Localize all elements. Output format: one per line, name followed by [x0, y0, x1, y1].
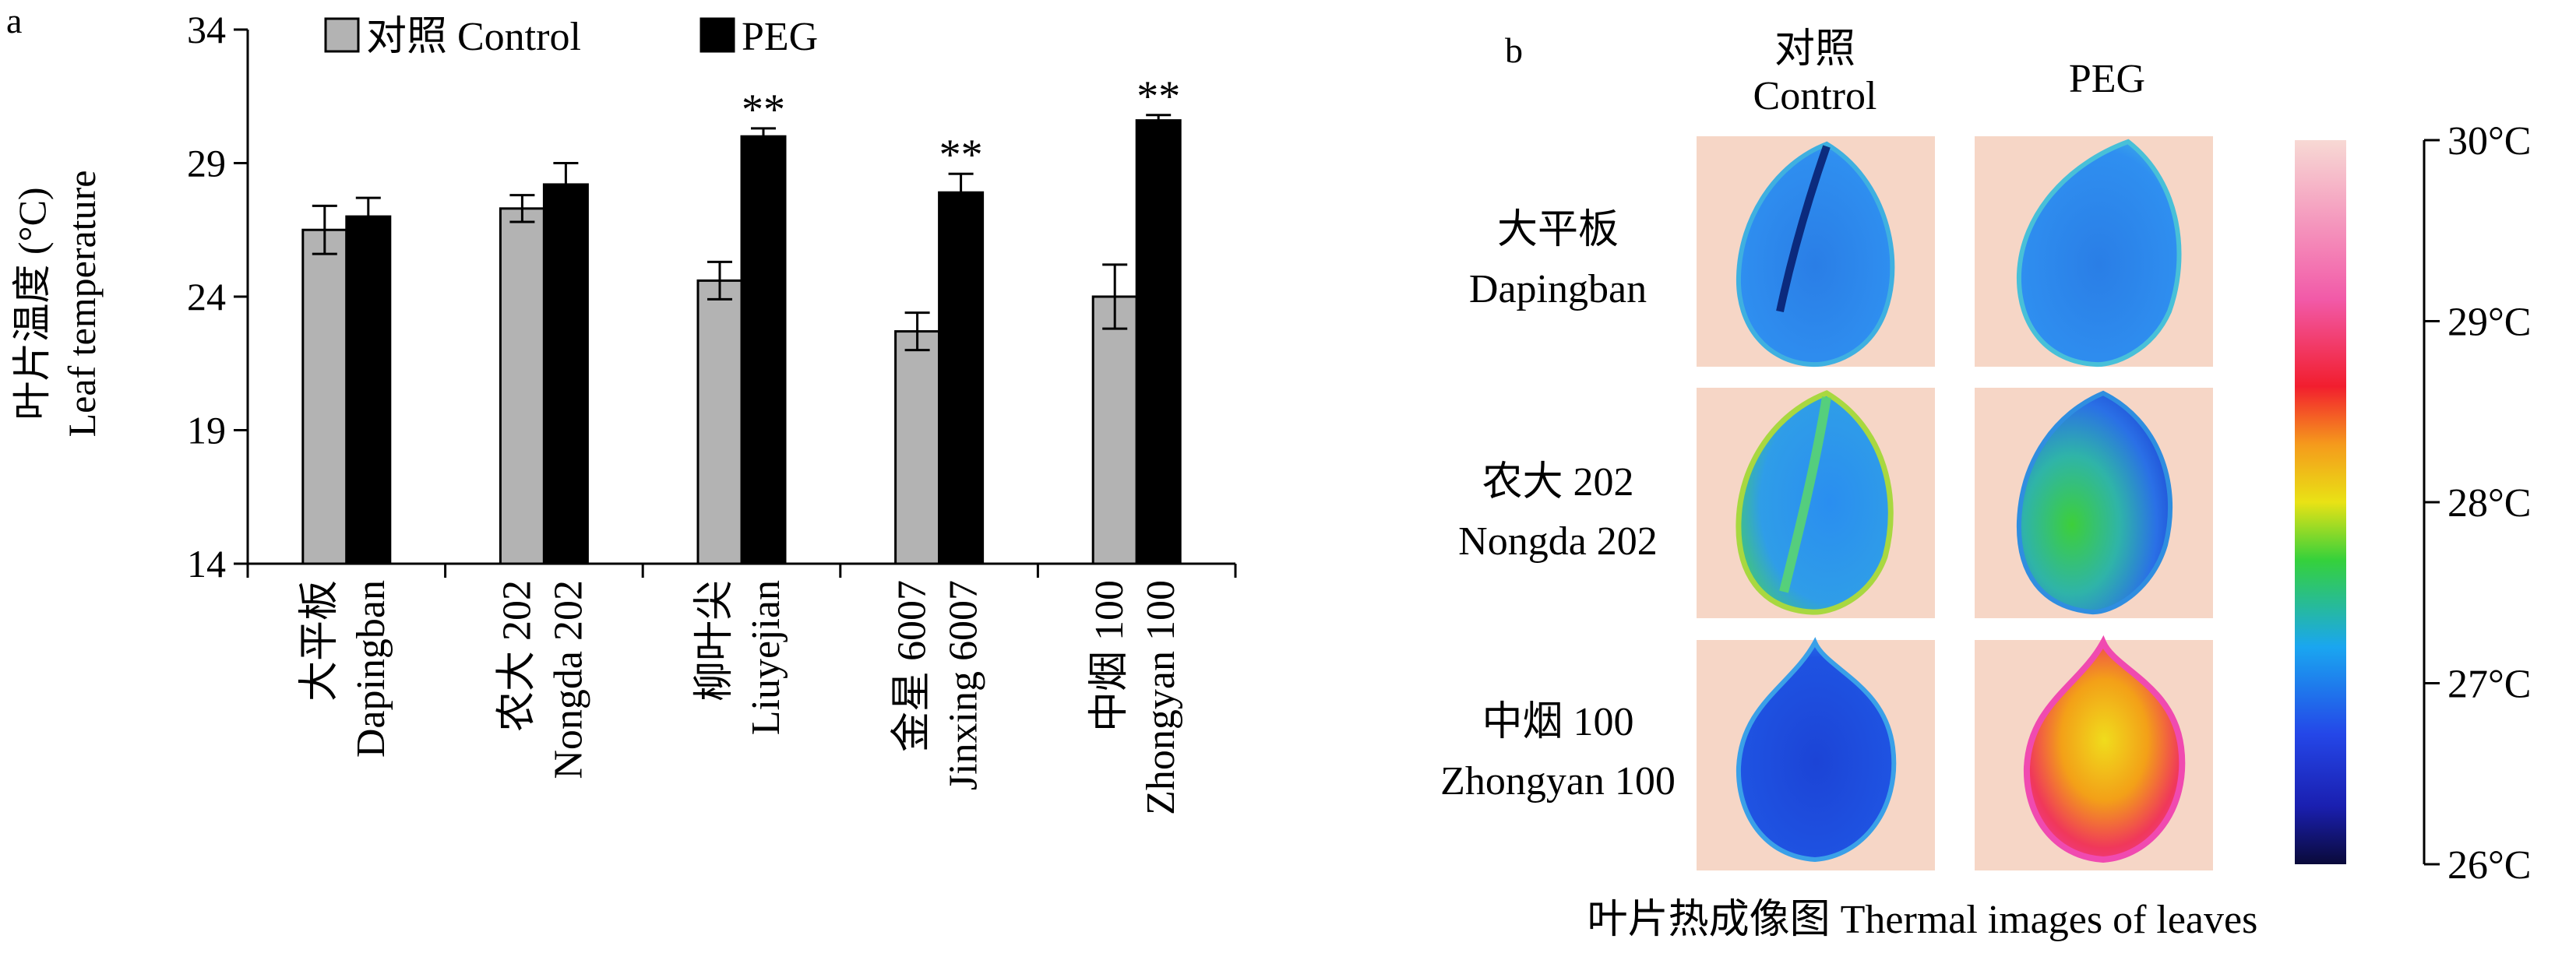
colorbar-tick-label: 29°C	[2447, 301, 2531, 345]
thermal-image-dapingban-peg	[1975, 136, 2213, 367]
bar-peg	[345, 215, 392, 565]
x-tick-labels: 大平板 Dapingban 农大 202 Nongda 202 柳叶尖 Liuyejian…	[298, 580, 1183, 815]
row-label-1-en: Dapingban	[1469, 267, 1647, 311]
x-tick-label-en: Liuyejian	[744, 580, 788, 735]
thermal-image-zhongyan100-peg	[1975, 635, 2213, 870]
bar-peg	[740, 135, 787, 565]
legend-swatch-peg	[700, 17, 735, 53]
x-tick-label-cn: 大平板	[298, 580, 342, 702]
bar-peg	[542, 183, 589, 565]
legend: 对照 Control PEG	[324, 15, 818, 59]
colorbar-tick-label: 27°C	[2447, 663, 2531, 707]
legend-swatch-control	[324, 17, 360, 53]
y-tick-label: 19	[187, 409, 226, 452]
col-header-peg: PEG	[2069, 57, 2145, 101]
bar-peg	[1135, 119, 1182, 565]
bar-control	[1091, 295, 1138, 565]
bar-control	[696, 279, 743, 565]
x-tick-label-cn: 柳叶尖	[692, 580, 737, 702]
thermal-image-nongda202-control	[1697, 388, 1935, 618]
x-tick-label-cn: 农大 202	[495, 580, 539, 732]
x-tick-label-cn: 中烟 100	[1087, 580, 1132, 732]
row-label-2-cn: 农大 202	[1482, 460, 1633, 505]
thermal-image-grid	[1697, 136, 2213, 870]
row-label-1-cn: 大平板	[1497, 208, 1619, 252]
bar-control	[894, 330, 941, 565]
x-tick-label-en: Nongda 202	[546, 580, 590, 779]
bar-peg	[938, 191, 985, 565]
y-tick-label: 24	[187, 275, 226, 318]
row-label-3-en: Zhongyan 100	[1440, 759, 1676, 804]
significance-label: **	[939, 131, 983, 179]
colorbar	[2295, 140, 2346, 864]
bar-control	[301, 228, 348, 565]
x-ticks	[246, 564, 1237, 578]
y-tick-label: 34	[187, 8, 226, 51]
thermal-image-dapingban-control	[1697, 136, 1935, 367]
y-axis-title-en: Leaf temperature	[60, 171, 104, 438]
colorbar-tick-label: 30°C	[2447, 119, 2531, 164]
colorbar-ticks: 30°C 29°C 28°C 27°C 26°C	[2424, 119, 2531, 888]
significance-label: **	[742, 86, 785, 134]
colorbar-tick-label: 26°C	[2447, 843, 2531, 888]
y-ticks: 14 19 24 29 34	[187, 8, 248, 586]
thermal-image-nongda202-peg	[1975, 388, 2213, 618]
colorbar-tick-label: 28°C	[2447, 481, 2531, 526]
x-tick-label-en: Jinxing 6007	[942, 580, 986, 790]
y-tick-label: 14	[187, 542, 226, 586]
legend-label-peg: PEG	[742, 15, 818, 59]
thermal-image-zhongyan100-control	[1697, 637, 1935, 870]
y-tick-label: 29	[187, 142, 226, 185]
row-label-2-en: Nongda 202	[1458, 519, 1658, 564]
x-tick-label-cn: 金星 6007	[890, 580, 935, 752]
legend-label-control: 对照 Control	[366, 15, 581, 59]
panel-b-label: b	[1505, 30, 1523, 70]
col-header-control-line1: 对照	[1774, 27, 1855, 72]
row-label-3-cn: 中烟 100	[1482, 700, 1633, 744]
y-axis-title-cn: 叶片温度 (°C)	[10, 187, 54, 420]
bar-control	[499, 207, 545, 565]
col-header-control-line2: Control	[1753, 74, 1877, 118]
caption: 叶片热成像图 Thermal images of leaves	[1588, 898, 2258, 942]
bar-marks: ** ** **	[301, 72, 1182, 565]
significance-label: **	[1136, 72, 1180, 121]
x-tick-label-en: Zhongyan 100	[1139, 580, 1183, 815]
x-tick-label-en: Dapingban	[349, 580, 393, 758]
panel-a-label: a	[6, 1, 22, 40]
